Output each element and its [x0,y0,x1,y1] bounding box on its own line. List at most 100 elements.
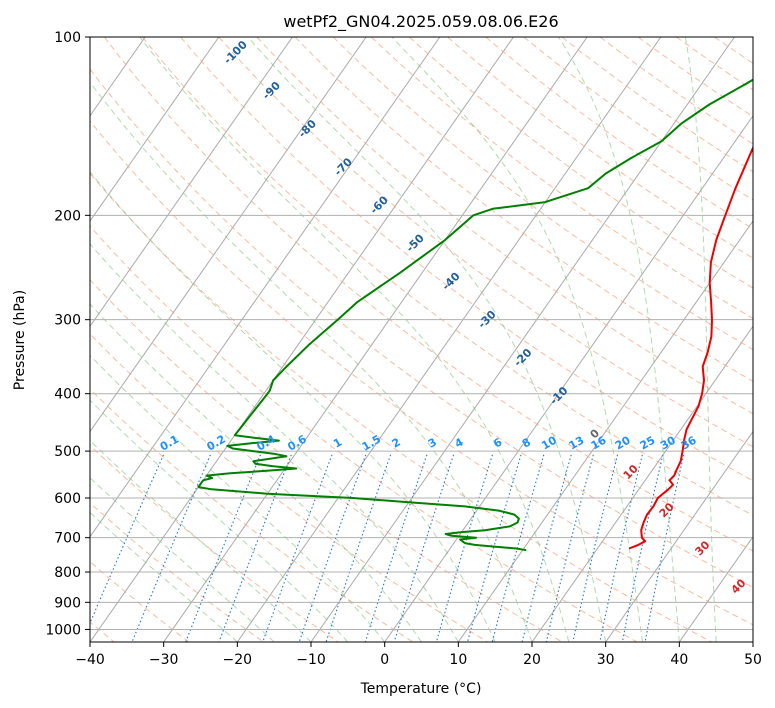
mixing-ratio-line [521,454,572,642]
isotherm-line [678,535,753,642]
moist-adiabat-line [247,37,607,642]
mixing-ratio-line [131,454,211,642]
y-tick-label: 100 [54,30,81,46]
x-tick-label: −20 [223,652,253,668]
mixing-ratio-line [364,454,428,642]
dry-adiabat-label: -90 [260,79,283,102]
y-axis-ticks: 100 200 300 400 500 600 700 800 900 1000 [45,30,90,638]
y-tick-label: 600 [54,491,81,507]
dry-adiabat-line [90,502,264,642]
moist-adiabat-line [139,37,570,642]
dry-adiabat-line [256,37,753,415]
x-tick-label: 20 [523,652,541,668]
dry-adiabat-label: -20 [511,346,534,369]
mixing-ratio-line [185,454,262,642]
mixing-ratio-label: 13 [567,434,587,453]
plot-frame [89,36,754,643]
y-tick-label: 900 [54,595,81,611]
dry-adiabat-line [90,68,753,589]
dry-adiabat-label: 10 [621,462,641,482]
isotherm-line [90,37,441,538]
mixing-ratio-line [644,454,685,642]
isotherm-line [90,37,367,433]
chart-title: wetPf2_GN04.2025.059.08.06.E26 [283,12,558,32]
isotherm-line [605,430,753,642]
moist-adiabat-line [90,171,496,642]
mixing-ratio-line [393,454,455,642]
mixing-ratio-line [218,454,292,642]
dry-adiabat-line [752,37,753,38]
dry-adiabat-line [142,37,753,516]
dry-adiabat-line [523,37,753,201]
x-tick-label: 10 [449,652,467,668]
x-tick-label: −30 [149,652,179,668]
mixing-ratio-label: 6 [491,435,504,450]
dry-adiabat-label: 40 [729,576,749,596]
dry-adiabat-label: -100 [221,38,250,67]
dry-adiabat-line [294,37,753,382]
mixing-ratio-label: 3 [426,436,439,451]
moist-adiabat-line [90,399,349,642]
background-lines [0,37,753,642]
dry-adiabat-line [90,120,753,626]
mixing-ratio-line [466,454,522,642]
dry-adiabat-line [90,225,638,642]
dry-adiabat-line [485,37,753,230]
moist-adiabat-line [558,37,680,642]
mixing-ratio-line [491,454,545,642]
mixing-ratio-label: 30 [658,433,678,452]
mixing-ratio-label: 1 [331,436,344,451]
isotherm-line [384,114,753,642]
adiabat-labels: -100-90-80-70-60-50-40-30-20-10010203040… [158,38,749,597]
mixing-ratio-label: 8 [520,436,533,451]
x-tick-label: 0 [380,652,389,668]
y-axis-label: Pressure (hPa) [12,290,28,390]
isotherm-line [531,325,753,642]
dry-adiabat-label: -30 [475,308,498,331]
dry-adiabat-line [561,37,753,173]
moist-adiabat-line [90,81,533,642]
isotherm-line [752,641,753,642]
mixing-ratio-line [435,454,494,642]
sounding-traces [197,78,753,552]
dry-adiabat-label: -60 [368,193,391,216]
dry-adiabat-line [90,561,190,642]
y-tick-label: 200 [54,208,81,224]
moist-adiabat-line [90,477,275,642]
mixing-ratio-line [545,454,594,642]
moist-adiabat-line [90,439,312,642]
y-tick-label: 1000 [45,622,81,638]
mixing-ratio-line [572,454,619,642]
dry-adiabat-line [599,37,753,145]
dry-adiabat-label: -40 [439,270,462,293]
isotherm-line [236,37,662,642]
mixing-ratio-line [325,454,392,642]
mixing-ratio-label: 1.5 [360,433,383,454]
isotherm-line [0,37,72,642]
dry-adiabat-line [218,37,753,448]
isotherm-line [90,37,293,328]
moist-adiabat-line [391,37,643,642]
dry-adiabat-label: 30 [693,538,713,558]
mixing-ratio-label: 2 [390,436,403,451]
isotherm-line [163,37,588,642]
mixing-ratio-line [599,454,643,642]
dry-adiabat-label: -50 [404,231,427,254]
mixing-ratio-label: 0.6 [285,432,309,453]
x-tick-label: 40 [670,652,688,668]
moist-adiabat-line [90,511,238,642]
mixing-ratio-line [621,454,664,642]
y-tick-label: 800 [54,565,81,581]
isotherm-line [90,37,220,222]
dry-adiabat-label: 20 [657,500,677,520]
mixing-ratio-line [90,454,165,625]
isotherm-line [457,220,753,642]
dry-adiabat-line [90,444,339,642]
dry-adiabat-line [104,37,753,552]
mixing-ratio-line [262,454,333,642]
moist-adiabat-line [90,243,459,642]
y-tick-label: 700 [54,531,81,547]
mixing-ratio-label: 10 [539,433,559,452]
mixing-ratio-label: 25 [638,434,658,453]
